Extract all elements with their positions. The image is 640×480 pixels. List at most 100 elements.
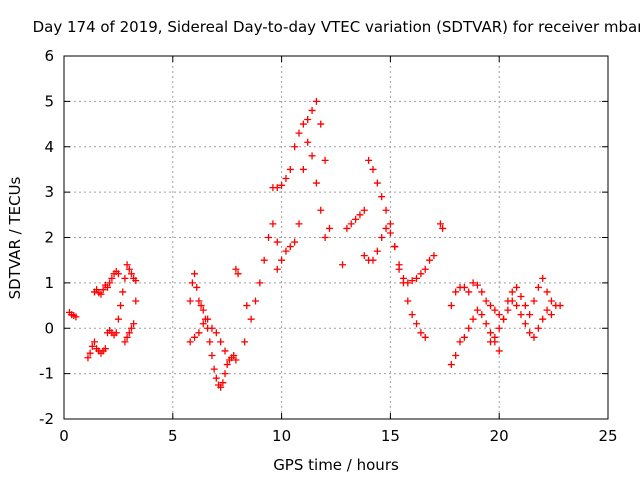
data-point — [465, 288, 473, 296]
data-point — [382, 224, 390, 232]
data-point — [534, 324, 542, 332]
y-tick-label: 1 — [44, 274, 54, 292]
data-point — [217, 338, 225, 346]
data-point — [251, 297, 259, 305]
data-point — [299, 120, 307, 128]
data-point — [521, 320, 529, 328]
data-point — [114, 270, 122, 278]
data-point — [97, 290, 105, 298]
data-point — [513, 283, 521, 291]
data-point — [482, 320, 490, 328]
data-point — [260, 256, 268, 264]
data-point — [304, 116, 312, 124]
data-point — [90, 338, 98, 346]
data-point — [206, 338, 214, 346]
data-point — [223, 361, 231, 369]
y-tick-label: 0 — [44, 319, 54, 337]
data-point — [378, 193, 386, 201]
axis-ticks: 0 5 10 15 20 25 -2 -1 0 1 2 3 4 5 6 — [39, 47, 618, 445]
data-point — [413, 320, 421, 328]
data-point — [208, 324, 216, 332]
data-point — [460, 333, 468, 341]
data-point — [232, 356, 240, 364]
data-point — [101, 345, 109, 353]
data-point — [104, 283, 112, 291]
data-point — [382, 206, 390, 214]
data-point — [241, 338, 249, 346]
data-point — [317, 120, 325, 128]
data-point — [210, 365, 218, 373]
data-point — [127, 324, 135, 332]
data-point — [421, 265, 429, 273]
data-point — [269, 220, 277, 228]
data-point — [119, 288, 127, 296]
data-point — [500, 315, 508, 323]
data-point — [469, 279, 477, 287]
chart-title: Day 174 of 2019, Sidereal Day-to-day VTE… — [33, 18, 640, 36]
data-point — [486, 338, 494, 346]
data-point — [114, 315, 122, 323]
data-point — [478, 311, 486, 319]
data-point — [439, 224, 447, 232]
data-point — [513, 302, 521, 310]
y-tick-label: 6 — [44, 47, 54, 65]
data-point — [482, 297, 490, 305]
data-point — [465, 324, 473, 332]
y-tick-label: -1 — [39, 365, 54, 383]
data-point — [86, 349, 94, 357]
data-point — [356, 211, 364, 219]
data-point — [504, 306, 512, 314]
data-point — [282, 247, 290, 255]
data-point — [273, 238, 281, 246]
data-point — [413, 274, 421, 282]
data-point — [308, 106, 316, 114]
data-point — [317, 206, 325, 214]
data-point — [72, 313, 80, 321]
data-point — [84, 354, 92, 362]
data-point — [265, 234, 273, 241]
data-point — [230, 351, 238, 359]
data-point — [221, 347, 229, 355]
x-tick-label: 0 — [59, 427, 69, 445]
data-point — [99, 286, 107, 294]
data-point — [273, 265, 281, 273]
data-point — [478, 288, 486, 296]
data-point — [360, 206, 368, 214]
data-point — [530, 333, 538, 341]
y-tick-label: 4 — [44, 138, 54, 156]
x-tick-label: 25 — [598, 427, 617, 445]
data-point — [278, 181, 286, 189]
data-point — [312, 179, 320, 187]
y-tick-label: -2 — [39, 410, 54, 428]
data-point — [347, 220, 355, 228]
data-point — [495, 347, 503, 355]
data-point — [360, 252, 368, 260]
data-point — [212, 374, 220, 382]
data-point — [321, 234, 329, 241]
data-point — [308, 152, 316, 160]
data-point — [186, 297, 194, 305]
data-point — [373, 179, 381, 187]
y-tick-label: 5 — [44, 92, 54, 110]
data-point — [386, 220, 394, 228]
data-point — [130, 320, 138, 328]
data-point — [421, 333, 429, 341]
x-tick-label: 20 — [490, 427, 509, 445]
data-point — [491, 306, 499, 314]
data-point — [517, 311, 525, 319]
data-point — [121, 338, 129, 346]
y-axis-label: SDTVAR / TECUs — [6, 176, 24, 299]
data-point — [199, 306, 207, 314]
data-point — [447, 302, 455, 310]
data-point — [121, 274, 129, 282]
data-point — [526, 329, 534, 337]
data-point — [460, 283, 468, 291]
data-point — [417, 329, 425, 337]
data-point — [295, 129, 303, 137]
data-point — [426, 256, 434, 264]
data-point — [295, 220, 303, 228]
data-point — [221, 370, 229, 378]
x-axis-label: GPS time / hours — [273, 456, 399, 474]
data-point — [369, 165, 377, 173]
data-point — [208, 351, 216, 359]
